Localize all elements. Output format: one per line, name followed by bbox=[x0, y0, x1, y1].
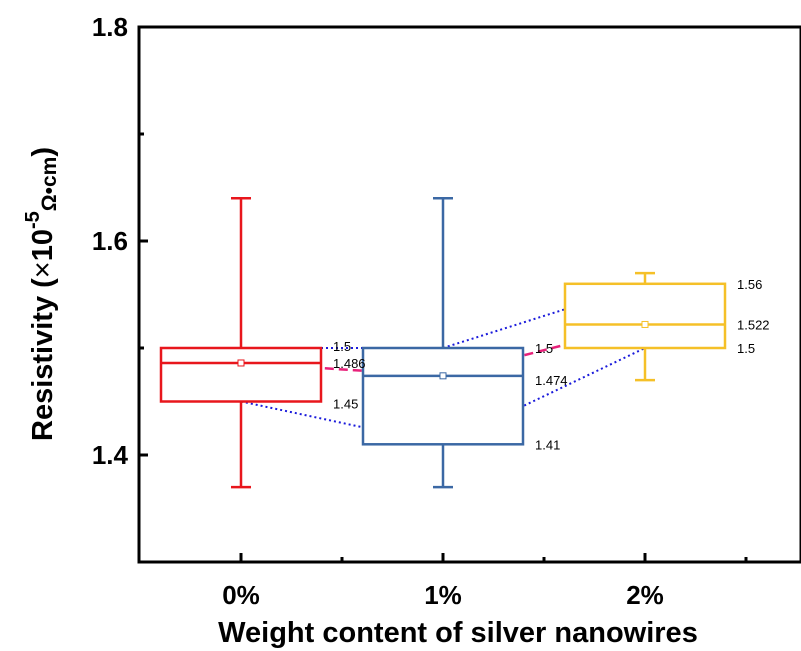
mean-marker bbox=[641, 320, 649, 328]
iqr-box bbox=[563, 282, 727, 350]
data-label-q3: 1.5 bbox=[333, 339, 351, 354]
data-label-q1: 1.41 bbox=[535, 437, 560, 452]
y-axis-title-unit: Ω•cm bbox=[38, 157, 61, 212]
x-tick-label: 1% bbox=[424, 580, 462, 610]
plot-frame bbox=[137, 25, 801, 564]
y-axis-title-base: 10 bbox=[27, 229, 59, 261]
data-label-q3: 1.5 bbox=[535, 341, 553, 356]
mean-marker bbox=[439, 372, 447, 380]
mean-marker bbox=[237, 359, 245, 367]
x-axis-title: Weight content of silver nanowires bbox=[218, 617, 698, 649]
iqr-box bbox=[361, 346, 525, 446]
box-1 bbox=[159, 196, 323, 489]
data-label-median: 1.486 bbox=[333, 356, 366, 371]
box-2 bbox=[361, 196, 525, 489]
data-label-q3: 1.56 bbox=[737, 277, 762, 292]
x-tick-label: 2% bbox=[626, 580, 664, 610]
y-tick-label: 1.6 bbox=[92, 226, 128, 256]
y-axis-title-exponent: -5 bbox=[22, 211, 44, 229]
y-tick-label: 1.8 bbox=[92, 12, 128, 42]
data-label-q1: 1.45 bbox=[333, 397, 358, 412]
box-3 bbox=[563, 271, 727, 382]
data-label-median: 1.522 bbox=[737, 317, 770, 332]
y-axis-title-prefix: Resistivity ( bbox=[27, 278, 59, 441]
data-label-median: 1.474 bbox=[535, 373, 568, 388]
x-tick-label: 0% bbox=[222, 580, 260, 610]
y-axis-title: Resistivity (×10-5Ω•cm) bbox=[22, 147, 61, 441]
iqr-box bbox=[159, 346, 323, 403]
q1-connector-line bbox=[442, 347, 646, 446]
data-label-q1: 1.5 bbox=[737, 341, 755, 356]
y-axis-title-suffix: ) bbox=[27, 147, 59, 157]
y-axis-title-times: × bbox=[27, 261, 59, 278]
y-tick-label: 1.4 bbox=[92, 440, 129, 470]
